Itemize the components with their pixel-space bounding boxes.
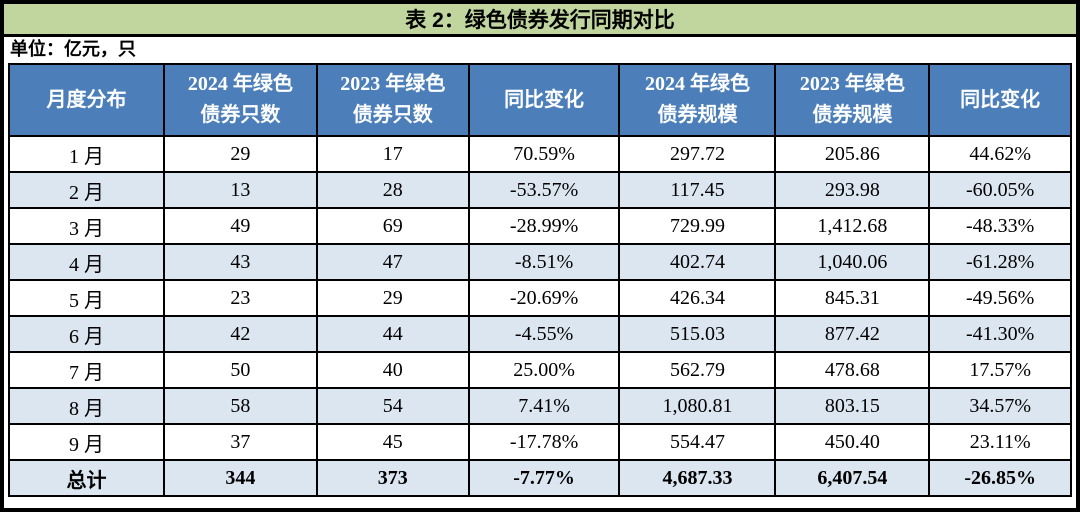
value-cell: 450.40 [774, 423, 931, 461]
value-cell: 44 [315, 315, 470, 353]
value-cell: 28 [315, 171, 470, 209]
table-row: 3 月 49 69 -28.99% 729.99 1,412.68 -48.33… [8, 207, 1072, 245]
value-cell: 478.68 [774, 351, 931, 389]
value-cell: 729.99 [618, 207, 777, 245]
column-header-2024-scale: 2024 年绿色 债券规模 [618, 63, 777, 137]
value-cell: 1,080.81 [618, 387, 777, 425]
header-row: 月度分布 2024 年绿色 债券只数 2023 年绿色 债券只数 同比变化 20… [8, 63, 1072, 137]
value-cell: 1,040.06 [774, 243, 931, 281]
value-cell: 845.31 [774, 279, 931, 317]
value-cell: -41.30% [928, 315, 1072, 353]
unit-note: 单位：亿元，只 [10, 39, 136, 59]
month-cell: 1 月 [8, 135, 165, 173]
total-value-cell: -26.85% [928, 459, 1072, 497]
value-cell: 54 [315, 387, 470, 425]
month-cell: 8 月 [8, 387, 165, 425]
value-cell: -49.56% [928, 279, 1072, 317]
table-row: 9 月 37 45 -17.78% 554.47 450.40 23.11% [8, 423, 1072, 461]
value-cell: 43 [162, 243, 318, 281]
value-cell: 562.79 [618, 351, 777, 389]
column-header-yoy-scale: 同比变化 [928, 63, 1072, 137]
table-title-bar: 表 2：绿色债券发行同期对比 [4, 4, 1076, 37]
value-cell: -60.05% [928, 171, 1072, 209]
value-cell: 402.74 [618, 243, 777, 281]
value-cell: -28.99% [467, 207, 621, 245]
value-cell: -48.33% [928, 207, 1072, 245]
value-cell: -61.28% [928, 243, 1072, 281]
value-cell: 515.03 [618, 315, 777, 353]
column-header-2023-scale: 2023 年绿色 债券规模 [774, 63, 931, 137]
value-cell: 297.72 [618, 135, 777, 173]
month-cell: 7 月 [8, 351, 165, 389]
value-cell: 29 [162, 135, 318, 173]
column-header-2024-count: 2024 年绿色 债券只数 [162, 63, 318, 137]
total-value-cell: 4,687.33 [618, 459, 777, 497]
value-cell: 44.62% [928, 135, 1072, 173]
month-cell: 9 月 [8, 423, 165, 461]
table-row: 6 月 42 44 -4.55% 515.03 877.42 -41.30% [8, 315, 1072, 353]
value-cell: 803.15 [774, 387, 931, 425]
total-value-cell: 373 [315, 459, 470, 497]
value-cell: 117.45 [618, 171, 777, 209]
value-cell: 23.11% [928, 423, 1072, 461]
value-cell: 205.86 [774, 135, 931, 173]
month-cell: 3 月 [8, 207, 165, 245]
value-cell: -4.55% [467, 315, 621, 353]
column-header-2023-count: 2023 年绿色 债券只数 [315, 63, 470, 137]
month-cell: 4 月 [8, 243, 165, 281]
table-row: 4 月 43 47 -8.51% 402.74 1,040.06 -61.28% [8, 243, 1072, 281]
total-row: 总计 344 373 -7.77% 4,687.33 6,407.54 -26.… [8, 459, 1072, 497]
value-cell: 47 [315, 243, 470, 281]
value-cell: 42 [162, 315, 318, 353]
total-value-cell: -7.77% [467, 459, 621, 497]
value-cell: 293.98 [774, 171, 931, 209]
column-header-month: 月度分布 [8, 63, 165, 137]
value-cell: 50 [162, 351, 318, 389]
value-cell: 17 [315, 135, 470, 173]
value-cell: 25.00% [467, 351, 621, 389]
value-cell: 7.41% [467, 387, 621, 425]
value-cell: 37 [162, 423, 318, 461]
total-value-cell: 344 [162, 459, 318, 497]
value-cell: 34.57% [928, 387, 1072, 425]
value-cell: 45 [315, 423, 470, 461]
table-row: 2 月 13 28 -53.57% 117.45 293.98 -60.05% [8, 171, 1072, 209]
value-cell: -8.51% [467, 243, 621, 281]
month-cell: 6 月 [8, 315, 165, 353]
total-label-cell: 总计 [8, 459, 165, 497]
total-value-cell: 6,407.54 [774, 459, 931, 497]
value-cell: 13 [162, 171, 318, 209]
table-row: 8 月 58 54 7.41% 1,080.81 803.15 34.57% [8, 387, 1072, 425]
value-cell: 40 [315, 351, 470, 389]
value-cell: 554.47 [618, 423, 777, 461]
value-cell: 426.34 [618, 279, 777, 317]
value-cell: 23 [162, 279, 318, 317]
month-cell: 5 月 [8, 279, 165, 317]
value-cell: -53.57% [467, 171, 621, 209]
value-cell: -20.69% [467, 279, 621, 317]
value-cell: 17.57% [928, 351, 1072, 389]
value-cell: 49 [162, 207, 318, 245]
green-bond-comparison-table: 月度分布 2024 年绿色 债券只数 2023 年绿色 债券只数 同比变化 20… [8, 63, 1072, 497]
value-cell: 70.59% [467, 135, 621, 173]
table-title: 表 2：绿色债券发行同期对比 [405, 9, 675, 32]
month-cell: 2 月 [8, 171, 165, 209]
value-cell: 29 [315, 279, 470, 317]
value-cell: -17.78% [467, 423, 621, 461]
table-row: 1 月 29 17 70.59% 297.72 205.86 44.62% [8, 135, 1072, 173]
column-header-yoy-count: 同比变化 [467, 63, 621, 137]
table-row: 7 月 50 40 25.00% 562.79 478.68 17.57% [8, 351, 1072, 389]
value-cell: 877.42 [774, 315, 931, 353]
table-row: 5 月 23 29 -20.69% 426.34 845.31 -49.56% [8, 279, 1072, 317]
value-cell: 69 [315, 207, 470, 245]
value-cell: 1,412.68 [774, 207, 931, 245]
value-cell: 58 [162, 387, 318, 425]
